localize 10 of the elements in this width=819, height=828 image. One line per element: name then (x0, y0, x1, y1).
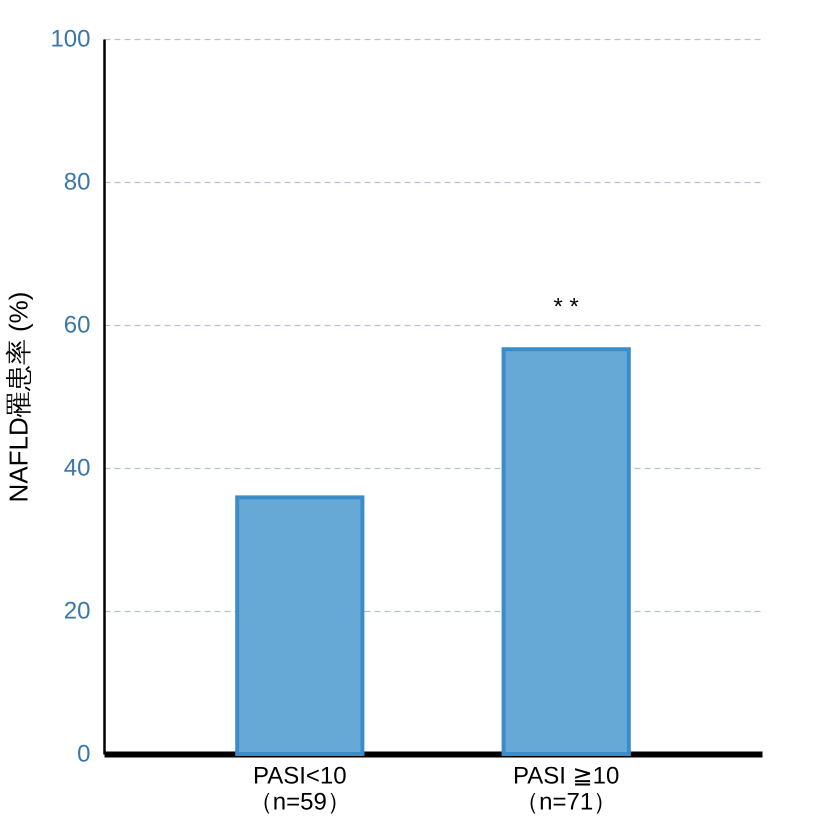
x-tick-label: PASI<10 （n=59） (248, 762, 351, 816)
annotation: * * (554, 293, 579, 320)
y-axis-title: NAFLD罹患率 (%) (3, 292, 34, 502)
x-tick-label: PASI ≧10 （n=71） (513, 762, 620, 816)
y-tick-label: 60 (64, 312, 90, 338)
y-tick-label: 100 (50, 26, 90, 52)
y-tick-label: 40 (64, 454, 90, 482)
y-tick-label: 80 (64, 168, 90, 196)
y-tick-label: 20 (64, 598, 90, 624)
y-tick-label: 0 (77, 740, 90, 768)
